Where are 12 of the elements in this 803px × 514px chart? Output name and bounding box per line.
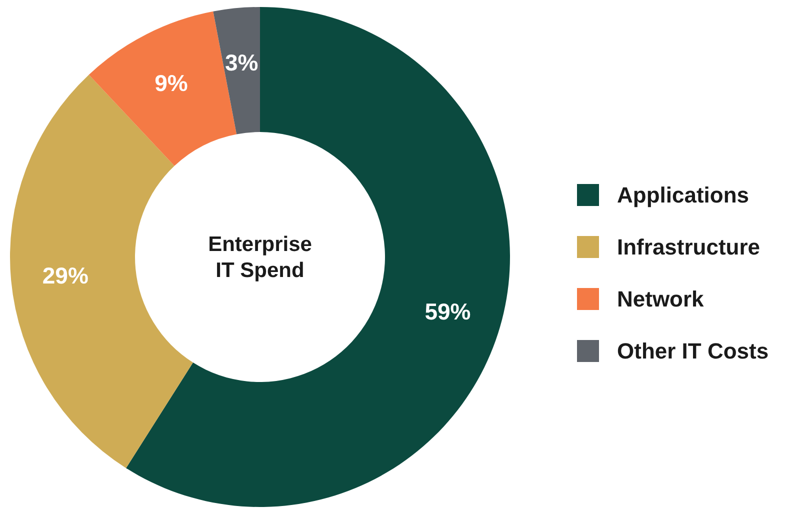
legend-label: Other IT Costs (617, 338, 769, 364)
legend-label: Applications (617, 182, 750, 208)
legend-label: Infrastructure (617, 234, 760, 260)
data-label: 29% (42, 262, 88, 288)
legend-label: Network (617, 286, 705, 312)
donut-slice (213, 7, 260, 134)
data-label: 9% (154, 70, 188, 96)
data-label: 3% (224, 49, 258, 76)
text: Enterprise IT Spend (208, 233, 312, 282)
data-label: 59% (424, 298, 471, 325)
donut-slice (10, 74, 194, 468)
donut-slice (126, 7, 510, 507)
